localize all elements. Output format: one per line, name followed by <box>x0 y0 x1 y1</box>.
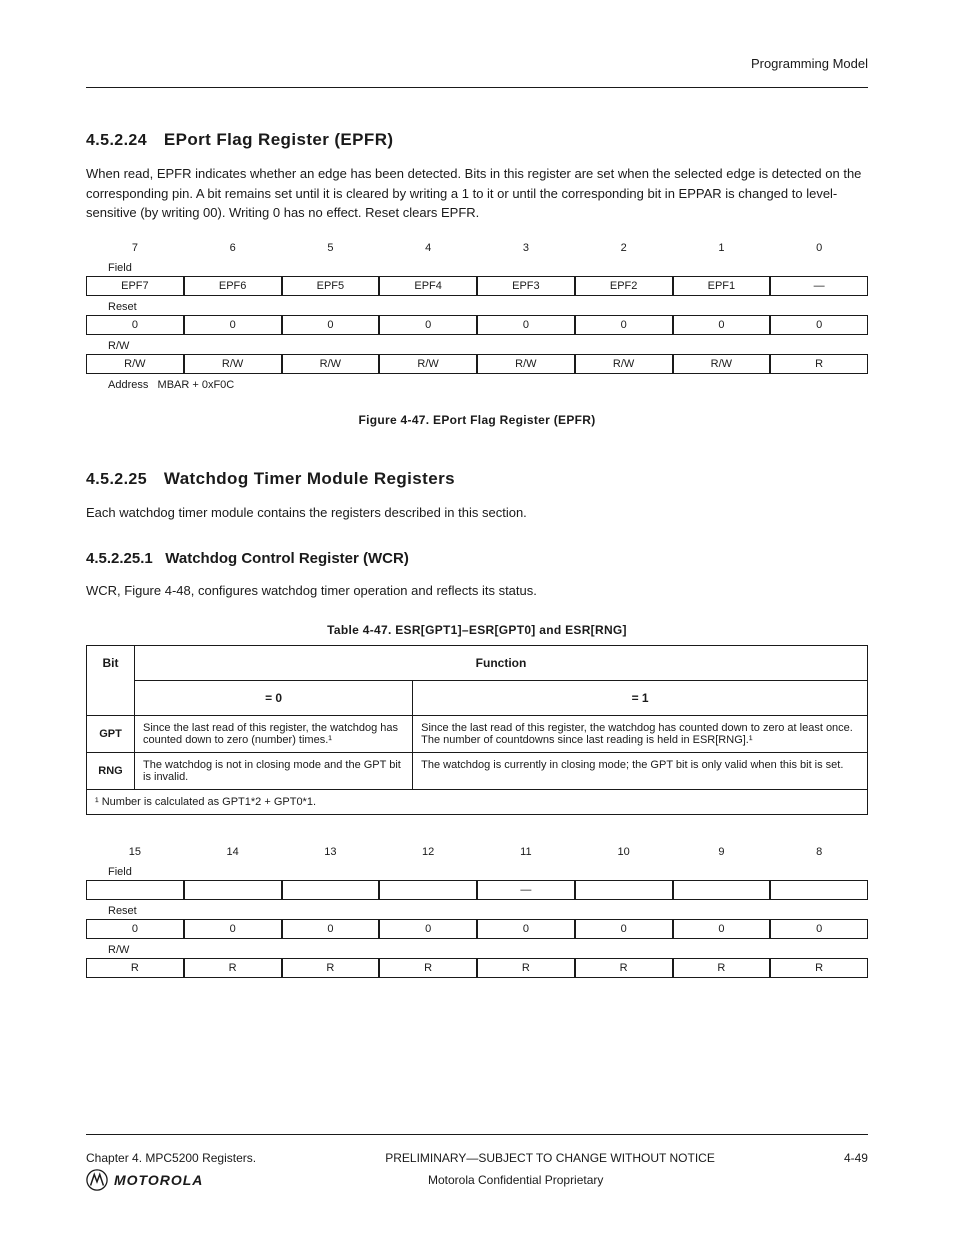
subsection-body: WCR, Figure 4-48, configures watchdog ti… <box>86 581 868 601</box>
bit-index-row: 15 14 13 12 11 10 9 8 <box>86 843 868 861</box>
footer-page-number: 4-49 <box>844 1151 868 1165</box>
section-body: Each watchdog timer module contains the … <box>86 503 868 523</box>
reset-row: 0 0 0 0 0 0 0 0 <box>86 919 868 939</box>
row-label-rw: R/W <box>86 340 868 352</box>
cell-bit: GPT <box>87 715 135 752</box>
col-eq1: = 1 <box>413 680 868 715</box>
motorola-logo: MOTOROLA <box>86 1169 203 1191</box>
table-row: Bit Function <box>87 645 868 680</box>
subsection-title: Watchdog Control Register (WCR) <box>165 550 409 567</box>
footer-rule <box>86 1134 868 1135</box>
table-footnote-row: ¹ Number is calculated as GPT1*2 + GPT0*… <box>87 789 868 814</box>
section-title: Watchdog Timer Module Registers <box>164 469 455 488</box>
row-label-reset: Reset <box>86 905 868 917</box>
reset-row: 0 0 0 0 0 0 0 0 <box>86 315 868 335</box>
figure-caption-epfr: Figure 4-47. EPort Flag Register (EPFR) <box>86 413 868 427</box>
cell-eq1: Since the last read of this register, th… <box>413 715 868 752</box>
rw-row: R/W R/W R/W R/W R/W R/W R/W R <box>86 354 868 374</box>
header-right: Programming Model <box>86 56 868 71</box>
cell-bit: RNG <box>87 752 135 789</box>
col-eq0: = 0 <box>135 680 413 715</box>
rw-row: R R R R R R R R <box>86 958 868 978</box>
table-footnote: ¹ Number is calculated as GPT1*2 + GPT0*… <box>87 789 868 814</box>
cell-eq0: Since the last read of this register, th… <box>135 715 413 752</box>
table-row: GPT Since the last read of this register… <box>87 715 868 752</box>
register-wcr: 15 14 13 12 11 10 9 8 Field — Reset 0 0 … <box>86 843 868 978</box>
bit-index-row: 7 6 5 4 3 2 1 0 <box>86 239 868 257</box>
field-row: — <box>86 880 868 900</box>
col-function: Function <box>135 645 868 680</box>
footer-confidential: Motorola Confidential Proprietary <box>428 1173 603 1187</box>
row-label-field: Field <box>86 866 868 878</box>
section-epfr: 4.5.2.24 EPort Flag Register (EPFR) When… <box>86 130 868 427</box>
table-esr: Table 4-47. ESR[GPT1]–ESR[GPT0] and ESR[… <box>86 623 868 815</box>
motorola-wordmark: MOTOROLA <box>114 1172 203 1188</box>
row-label-reset: Reset <box>86 301 868 313</box>
table-caption: Table 4-47. ESR[GPT1]–ESR[GPT0] and ESR[… <box>86 623 868 637</box>
field-row: EPF7 EPF6 EPF5 EPF4 EPF3 EPF2 EPF1 — <box>86 276 868 296</box>
page-footer: Chapter 4. MPC5200 Registers. PRELIMINAR… <box>86 1134 868 1195</box>
header-rule <box>86 87 868 88</box>
motorola-m-icon <box>86 1169 108 1191</box>
cell-eq0: The watchdog is not in closing mode and … <box>135 752 413 789</box>
col-bit: Bit <box>87 645 135 715</box>
section-number: 4.5.2.24 <box>86 132 147 149</box>
footer-preliminary: PRELIMINARY—SUBJECT TO CHANGE WITHOUT NO… <box>385 1151 715 1165</box>
cell-eq1: The watchdog is currently in closing mod… <box>413 752 868 789</box>
section-title: EPort Flag Register (EPFR) <box>164 130 394 149</box>
footer-chapter: Chapter 4. MPC5200 Registers. <box>86 1151 256 1165</box>
row-label-rw: R/W <box>86 944 868 956</box>
table-row: RNG The watchdog is not in closing mode … <box>87 752 868 789</box>
register-epfr: 7 6 5 4 3 2 1 0 Field EPF7 EPF6 EPF5 EPF… <box>86 239 868 427</box>
row-label-address: Address MBAR + 0xF0C <box>86 379 868 391</box>
section-body: When read, EPFR indicates whether an edg… <box>86 164 868 223</box>
section-number: 4.5.2.25 <box>86 471 147 488</box>
table-row: = 0 = 1 <box>87 680 868 715</box>
subsection-number: 4.5.2.25.1 <box>86 550 153 567</box>
row-label-field: Field <box>86 262 868 274</box>
section-wdt: 4.5.2.25 Watchdog Timer Module Registers… <box>86 469 868 978</box>
